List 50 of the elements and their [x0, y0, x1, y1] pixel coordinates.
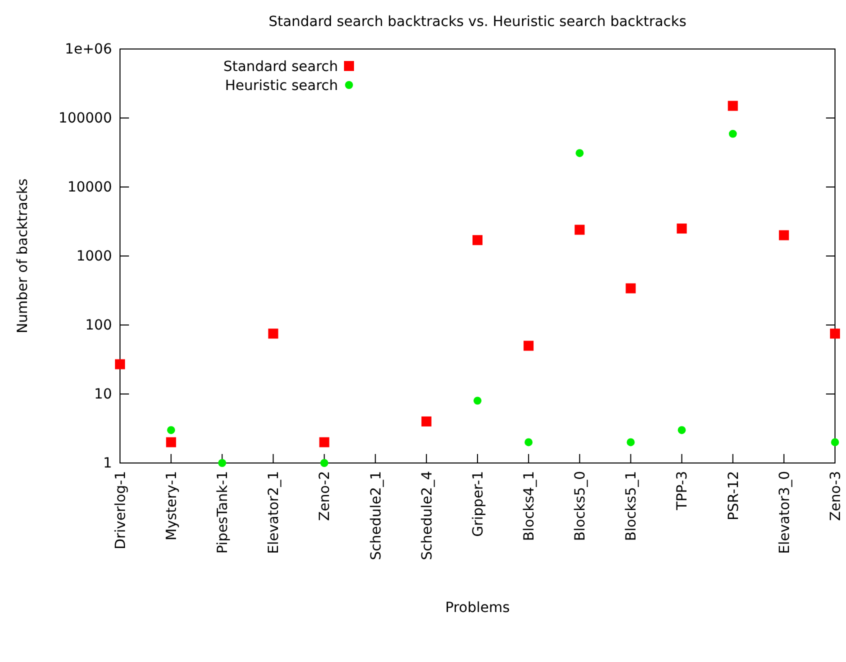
- point: [268, 328, 278, 339]
- x-tick-label: Blocks4_1: [521, 471, 538, 541]
- y-axis-title: Number of backtracks: [15, 178, 31, 334]
- y-tick-label: 1e+06: [64, 41, 112, 58]
- point: [778, 230, 789, 240]
- x-tick-label: Gripper-1: [470, 471, 486, 537]
- point: [524, 438, 533, 446]
- legend-label: Heuristic search: [225, 78, 338, 94]
- point: [472, 235, 482, 246]
- y-tick-label: 10000: [67, 179, 112, 196]
- point: [576, 149, 584, 158]
- y-tick-label: 10: [94, 386, 112, 402]
- y-tick-label: 100: [85, 317, 112, 334]
- point: [166, 437, 176, 448]
- point: [676, 224, 687, 234]
- point: [728, 100, 738, 111]
- x-tick-label: Blocks5_0: [572, 471, 589, 541]
- point: [320, 459, 328, 467]
- point: [831, 438, 839, 446]
- x-tick-label: Elevator2_1: [266, 471, 282, 554]
- x-tick-label: Schedule2_4: [419, 470, 436, 560]
- x-tick-label: Schedule2_1: [368, 471, 384, 560]
- x-tick-label: Zeno-3: [828, 471, 844, 521]
- x-tick-label: Driverlog-1: [112, 471, 129, 550]
- point: [626, 438, 635, 446]
- point: [728, 130, 737, 138]
- y-tick-label: 100000: [58, 110, 112, 126]
- x-axis-title: Problems: [445, 600, 510, 616]
- y-tick-label: 1: [103, 455, 112, 472]
- point: [626, 283, 636, 294]
- point: [678, 426, 686, 434]
- point: [167, 426, 176, 434]
- point: [115, 359, 125, 370]
- point: [218, 459, 226, 467]
- point: [524, 340, 534, 351]
- point: [574, 224, 585, 235]
- x-tick-label: TPP-3: [674, 471, 691, 512]
- point: [319, 437, 330, 448]
- x-tick-label: Blocks5_1: [624, 471, 640, 541]
- legend-label: Standard search: [223, 58, 338, 75]
- chart-title: Standard search backtracks vs. Heuristic search backtracks: [268, 14, 686, 30]
- y-tick-label: 1000: [76, 248, 112, 264]
- x-tick-label: Elevator3_0: [776, 471, 793, 554]
- point: [830, 328, 840, 339]
- x-tick-label: Mystery-1: [164, 471, 180, 541]
- x-tick-label: PSR-12: [726, 471, 742, 520]
- point: [474, 396, 482, 405]
- x-tick-label: Zeno-2: [317, 471, 334, 521]
- x-tick-label: PipesTank-1: [215, 471, 232, 554]
- point: [421, 416, 432, 426]
